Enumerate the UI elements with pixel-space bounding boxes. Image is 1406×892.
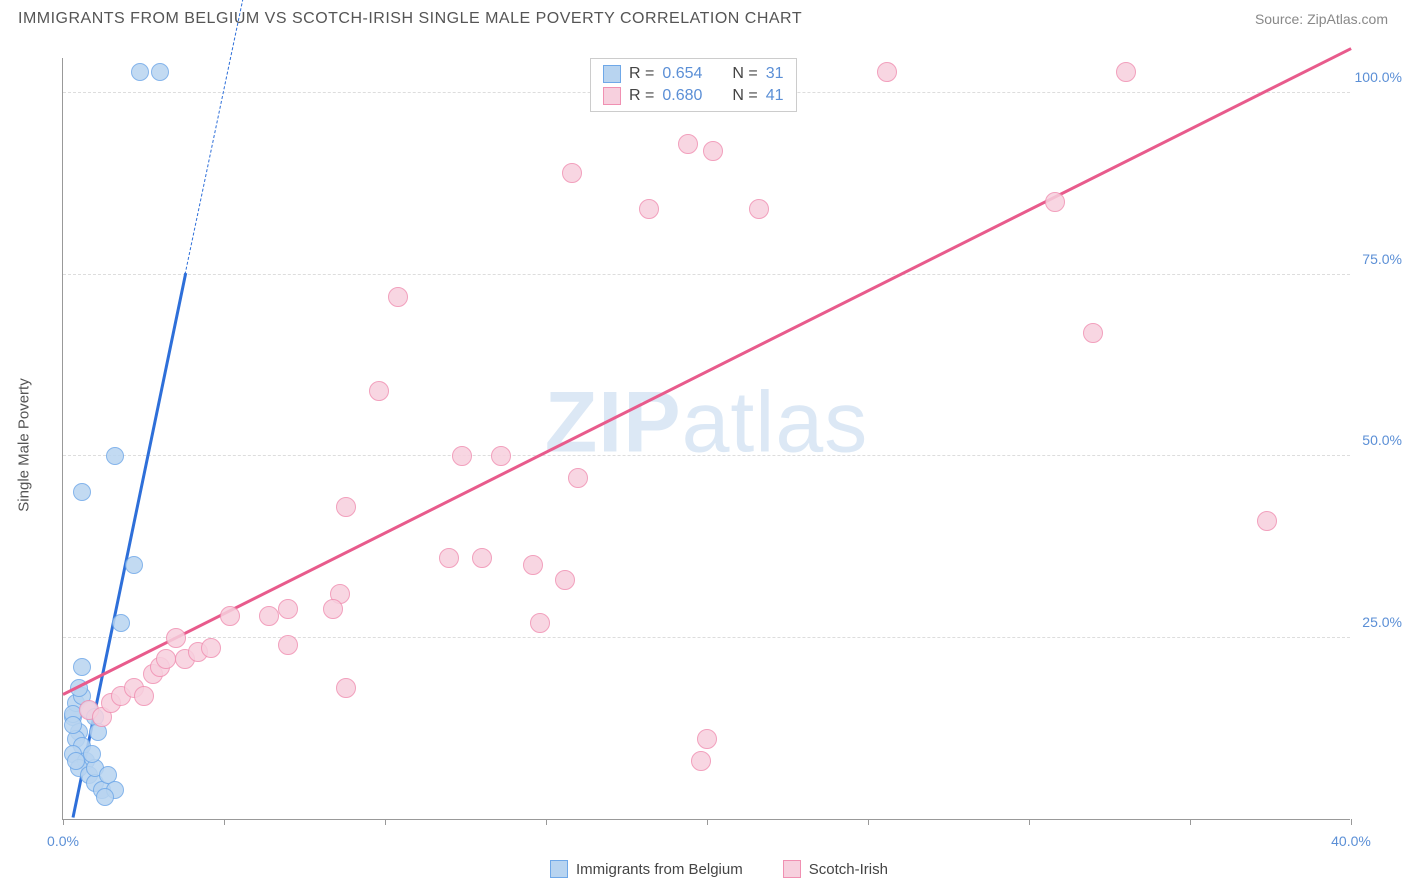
gridline	[63, 637, 1350, 638]
x-tick	[707, 819, 708, 825]
y-tick-label: 100.0%	[1355, 69, 1402, 85]
r-label: R =	[629, 65, 654, 83]
series-legend: Immigrants from Belgium Scotch-Irish	[550, 860, 888, 878]
data-point	[134, 686, 154, 706]
data-point	[678, 134, 698, 154]
data-point	[336, 678, 356, 698]
data-point	[278, 599, 298, 619]
legend-swatch	[783, 860, 801, 878]
data-point	[639, 199, 659, 219]
data-point	[369, 381, 389, 401]
legend-label: Scotch-Irish	[809, 861, 888, 878]
source-attribution: Source: ZipAtlas.com	[1255, 11, 1388, 27]
data-point	[73, 483, 91, 501]
data-point	[336, 497, 356, 517]
data-point	[151, 63, 169, 81]
legend-swatch	[603, 65, 621, 83]
y-tick-label: 50.0%	[1362, 432, 1402, 448]
x-tick	[63, 819, 64, 825]
legend-row: R = 0.654 N = 31	[593, 63, 794, 85]
data-point	[697, 729, 717, 749]
data-point	[491, 446, 511, 466]
data-point	[877, 62, 897, 82]
r-label: R =	[629, 87, 654, 105]
chart-title: IMMIGRANTS FROM BELGIUM VS SCOTCH-IRISH …	[18, 10, 802, 28]
data-point	[388, 287, 408, 307]
data-point	[452, 446, 472, 466]
data-point	[73, 658, 91, 676]
r-value: 0.654	[662, 65, 702, 83]
data-point	[96, 788, 114, 806]
r-value: 0.680	[662, 87, 702, 105]
data-point	[64, 716, 82, 734]
x-tick-label: 0.0%	[47, 833, 79, 849]
n-value: 41	[766, 87, 784, 105]
x-tick	[385, 819, 386, 825]
data-point	[749, 199, 769, 219]
data-point	[1045, 192, 1065, 212]
data-point	[703, 141, 723, 161]
chart-container: Single Male Poverty ZIPatlas 25.0%50.0%7…	[50, 40, 1390, 850]
n-value: 31	[766, 65, 784, 83]
data-point	[530, 613, 550, 633]
data-point	[278, 635, 298, 655]
data-point	[166, 628, 186, 648]
data-point	[523, 555, 543, 575]
y-tick-label: 25.0%	[1362, 614, 1402, 630]
y-tick-label: 75.0%	[1362, 251, 1402, 267]
plot-area: ZIPatlas 25.0%50.0%75.0%100.0%0.0%40.0%	[62, 58, 1350, 820]
data-point	[691, 751, 711, 771]
x-tick-label: 40.0%	[1331, 833, 1371, 849]
x-tick	[546, 819, 547, 825]
data-point	[323, 599, 343, 619]
x-tick	[224, 819, 225, 825]
data-point	[1083, 323, 1103, 343]
correlation-legend: R = 0.654 N = 31 R = 0.680 N = 41	[590, 58, 797, 112]
data-point	[131, 63, 149, 81]
data-point	[201, 638, 221, 658]
data-point	[1257, 511, 1277, 531]
gridline	[63, 455, 1350, 456]
data-point	[106, 447, 124, 465]
x-tick	[1190, 819, 1191, 825]
data-point	[472, 548, 492, 568]
trend-line	[71, 273, 187, 818]
legend-item: Immigrants from Belgium	[550, 860, 743, 878]
data-point	[83, 745, 101, 763]
watermark: ZIPatlas	[545, 374, 868, 473]
data-point	[439, 548, 459, 568]
data-point	[562, 163, 582, 183]
x-tick	[1029, 819, 1030, 825]
legend-label: Immigrants from Belgium	[576, 861, 743, 878]
legend-swatch	[603, 87, 621, 105]
gridline	[63, 274, 1350, 275]
legend-swatch	[550, 860, 568, 878]
data-point	[568, 468, 588, 488]
legend-row: R = 0.680 N = 41	[593, 85, 794, 107]
data-point	[125, 556, 143, 574]
data-point	[156, 649, 176, 669]
legend-item: Scotch-Irish	[783, 860, 888, 878]
n-label: N =	[732, 87, 757, 105]
x-tick	[868, 819, 869, 825]
y-axis-label: Single Male Poverty	[16, 378, 33, 511]
trend-line-extension	[185, 0, 244, 274]
n-label: N =	[732, 65, 757, 83]
data-point	[1116, 62, 1136, 82]
data-point	[555, 570, 575, 590]
data-point	[259, 606, 279, 626]
data-point	[220, 606, 240, 626]
data-point	[112, 614, 130, 632]
x-tick	[1351, 819, 1352, 825]
